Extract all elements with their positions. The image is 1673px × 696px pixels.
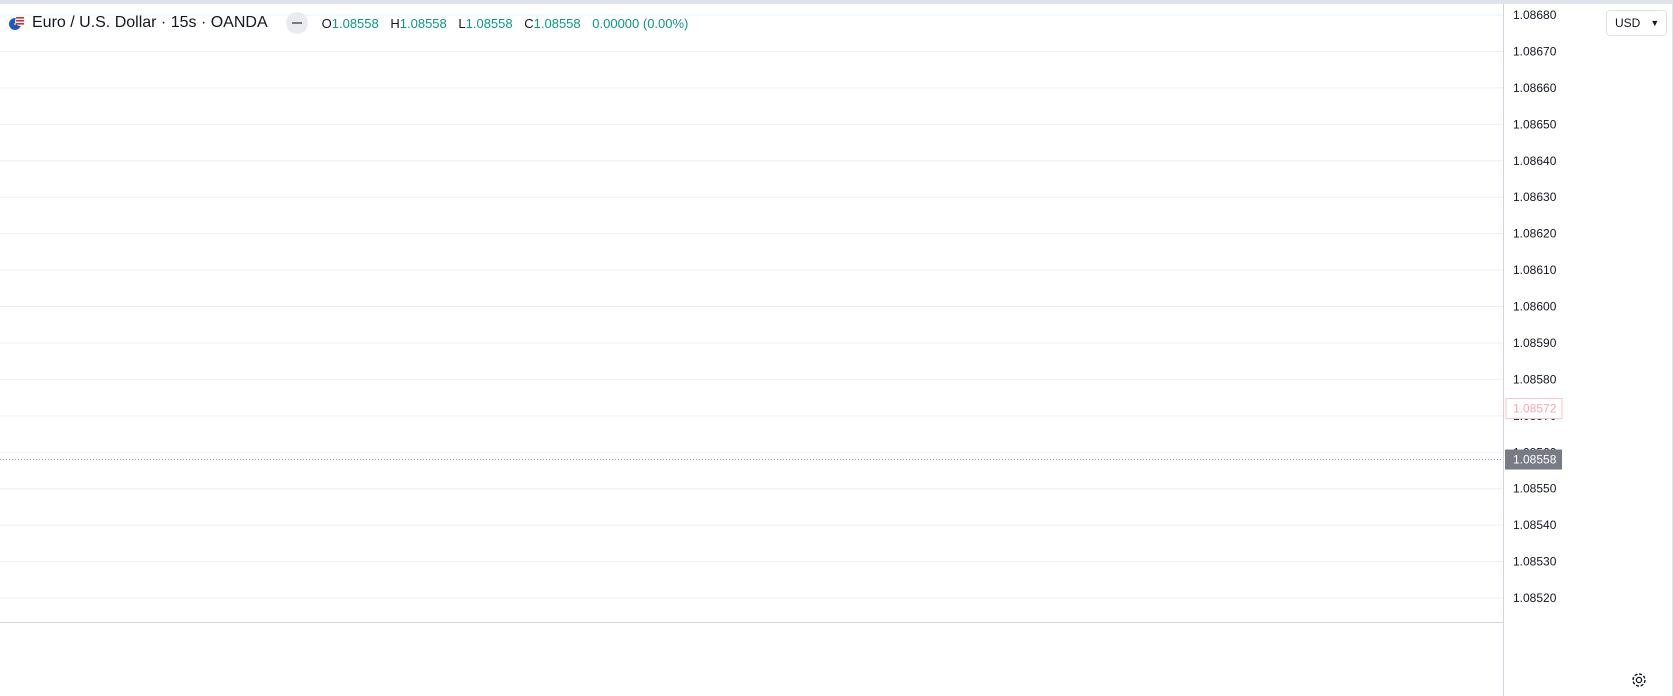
euro-dollar-flag-icon (9, 16, 25, 30)
currency-selector[interactable]: USD ▼ (1606, 10, 1667, 36)
low-value: 1.08558 (465, 15, 513, 31)
price-tick-label: 1.08650 (1513, 117, 1557, 131)
last-price-box (1505, 449, 1562, 470)
last-price-label: 1.08558 (1513, 453, 1557, 467)
close-value: 1.08558 (533, 15, 581, 31)
price-tick-label: 1.08540 (1513, 518, 1557, 532)
price-tick-label: 1.08680 (1513, 8, 1557, 22)
change-value: 0.00000 (0.00%) (592, 15, 689, 31)
minus-icon (291, 22, 302, 24)
price-tick-label: 1.08610 (1513, 263, 1557, 277)
chevron-down-icon: ▼ (1650, 18, 1660, 28)
price-tick-label: 1.08550 (1513, 482, 1557, 496)
price-tick-label: 1.08580 (1513, 372, 1557, 386)
low-key: L (458, 15, 466, 31)
chart-settings-button[interactable] (1626, 668, 1652, 692)
collapse-legend-button[interactable] (285, 12, 308, 34)
price-tick-label: 1.08660 (1513, 81, 1557, 95)
high-key: H (390, 15, 400, 31)
gear-icon (1632, 673, 1646, 687)
price-tick-label: 1.08630 (1513, 190, 1557, 204)
price-tick-label: 1.08640 (1513, 154, 1557, 168)
close-key: C (524, 15, 534, 31)
price-tick-label: 1.08600 (1513, 300, 1557, 314)
price-tick-label: 1.08530 (1513, 555, 1557, 569)
symbol-title[interactable]: Euro / U.S. Dollar · 15s · OANDA (32, 14, 268, 31)
high-value: 1.08558 (399, 15, 447, 31)
currency-label: USD (1615, 16, 1641, 30)
open-value: 1.08558 (331, 15, 379, 31)
faded-price-box (1505, 398, 1563, 420)
price-tick-label: 1.08670 (1513, 44, 1557, 58)
open-key: O (321, 15, 332, 31)
ohlc-values: O1.08558 H1.08558 L1.08558 C1.08558 0.00… (322, 16, 689, 31)
chart-legend: Euro / U.S. Dollar · 15s · OANDA O1.0855… (8, 12, 688, 34)
price-tick-label: 1.08590 (1513, 336, 1557, 350)
top-border (0, 0, 1673, 4)
price-tick-label: 1.08520 (1513, 591, 1557, 605)
faded-price-label: 1.08572 (1513, 402, 1557, 416)
price-tick-label: 1.08620 (1513, 227, 1557, 241)
